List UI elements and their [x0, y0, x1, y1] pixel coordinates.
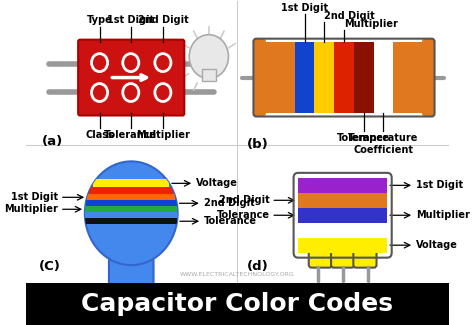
FancyBboxPatch shape [202, 69, 216, 81]
Bar [298, 208, 387, 223]
Text: (d): (d) [247, 260, 269, 273]
Text: 1st Digit: 1st Digit [11, 192, 58, 202]
FancyBboxPatch shape [109, 257, 154, 293]
Bar [93, 179, 169, 187]
Bar [334, 42, 354, 113]
Text: 2nd Digit: 2nd Digit [324, 11, 375, 21]
Text: Multiplier: Multiplier [4, 204, 58, 214]
FancyBboxPatch shape [422, 39, 435, 116]
Bar [393, 42, 432, 113]
Text: Voltage: Voltage [416, 240, 458, 250]
Bar [374, 42, 393, 113]
Bar [298, 238, 387, 253]
Bar [298, 223, 387, 238]
Text: WWW.ELECTRICALTECHNOLOGY.ORG: WWW.ELECTRICALTECHNOLOGY.ORG [180, 272, 295, 277]
Bar [256, 42, 295, 113]
Text: Multiplier: Multiplier [344, 19, 398, 29]
Text: Tolerance: Tolerance [204, 216, 257, 226]
Text: Class: Class [85, 130, 114, 140]
Text: 1st Digit: 1st Digit [281, 3, 328, 13]
Text: Multiplier: Multiplier [416, 210, 470, 220]
Text: Capacitor Color Codes: Capacitor Color Codes [82, 292, 393, 316]
Text: Voltage: Voltage [196, 178, 238, 188]
Text: (a): (a) [42, 136, 64, 149]
FancyBboxPatch shape [254, 39, 266, 116]
Bar [314, 42, 334, 113]
Text: (b): (b) [247, 138, 269, 151]
Circle shape [85, 162, 178, 265]
Text: Type: Type [87, 15, 112, 25]
Bar [85, 212, 178, 218]
Bar [85, 206, 177, 212]
Text: Tolerance: Tolerance [104, 130, 157, 140]
Text: Tolerance: Tolerance [217, 210, 270, 220]
Text: 1st Digit: 1st Digit [416, 180, 463, 190]
Text: Multiplier: Multiplier [136, 130, 190, 140]
Text: Temperature
Coefficient: Temperature Coefficient [348, 134, 419, 155]
FancyBboxPatch shape [78, 40, 184, 115]
FancyBboxPatch shape [309, 246, 332, 267]
Text: 2nd Digit: 2nd Digit [137, 15, 188, 25]
Text: (C): (C) [38, 260, 60, 273]
Text: 2nd Digit: 2nd Digit [219, 195, 270, 205]
FancyBboxPatch shape [353, 246, 376, 267]
FancyBboxPatch shape [331, 246, 354, 267]
Bar [295, 42, 314, 113]
Bar [90, 187, 173, 194]
Bar [26, 283, 449, 325]
Bar [86, 200, 177, 206]
Circle shape [189, 35, 228, 79]
Text: Tolerance: Tolerance [337, 134, 390, 143]
Text: 2nd Digit: 2nd Digit [203, 198, 254, 208]
Bar [87, 194, 175, 200]
Bar [85, 218, 177, 224]
Bar [354, 42, 374, 113]
Bar [298, 178, 387, 193]
Bar [298, 193, 387, 208]
Text: 1st Digit: 1st Digit [107, 15, 155, 25]
